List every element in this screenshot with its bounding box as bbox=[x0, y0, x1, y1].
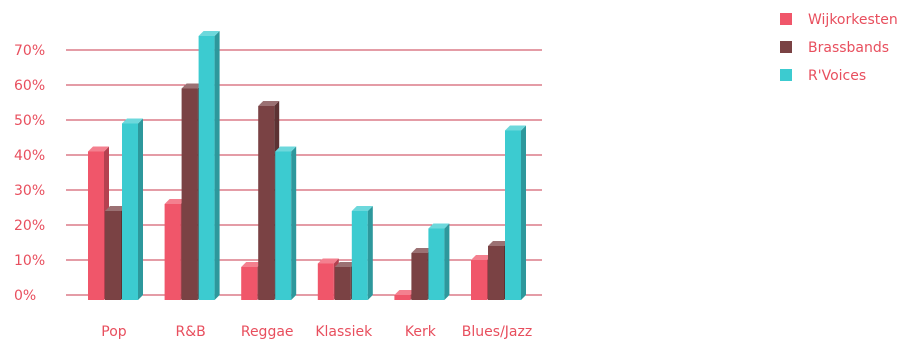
x-tick-label: Reggae bbox=[241, 324, 294, 340]
legend-label: Wijkorkesten bbox=[808, 12, 898, 28]
legend-label: Brassbands bbox=[808, 40, 889, 56]
bar-rvoices-klassiek bbox=[351, 206, 373, 300]
legend-item: Wijkorkesten bbox=[780, 12, 898, 28]
y-axis-ticks: 0% 10% 20% 30% 40% 50% 60% 70% bbox=[14, 43, 45, 304]
y-tick-label: 10% bbox=[14, 253, 45, 269]
x-tick-label: R&B bbox=[175, 324, 205, 340]
x-tick-label: Klassiek bbox=[315, 324, 373, 340]
y-tick-label: 30% bbox=[14, 183, 45, 199]
x-tick-label: Pop bbox=[101, 324, 127, 340]
legend-label: R'Voices bbox=[808, 68, 866, 84]
legend-swatch bbox=[780, 69, 792, 81]
legend-item: Brassbands bbox=[780, 40, 889, 56]
bar-rvoices-kerk bbox=[428, 223, 450, 300]
legend-swatch bbox=[780, 13, 792, 25]
x-tick-label: Blues/Jazz bbox=[462, 324, 532, 340]
legend: Wijkorkesten Brassbands R'Voices bbox=[780, 12, 898, 84]
y-tick-label: 40% bbox=[14, 148, 45, 164]
grid-lines bbox=[66, 49, 542, 296]
bar-rvoices-rb bbox=[198, 31, 220, 300]
bar-rvoices-reggae bbox=[275, 146, 297, 300]
y-tick-label: 20% bbox=[14, 218, 45, 234]
x-tick-label: Kerk bbox=[405, 324, 437, 340]
legend-item: R'Voices bbox=[780, 68, 866, 84]
x-axis-labels: Pop R&B Reggae Klassiek Kerk Blues/Jazz bbox=[101, 324, 532, 340]
y-tick-label: 60% bbox=[14, 78, 45, 94]
bar-rvoices-pop bbox=[122, 118, 143, 300]
y-tick-label: 0% bbox=[14, 288, 36, 304]
y-tick-label: 70% bbox=[14, 43, 45, 59]
bar-rvoices-bluesjazz bbox=[505, 125, 526, 300]
legend-swatch bbox=[780, 41, 792, 53]
y-tick-label: 50% bbox=[14, 113, 45, 129]
bars bbox=[88, 31, 526, 300]
